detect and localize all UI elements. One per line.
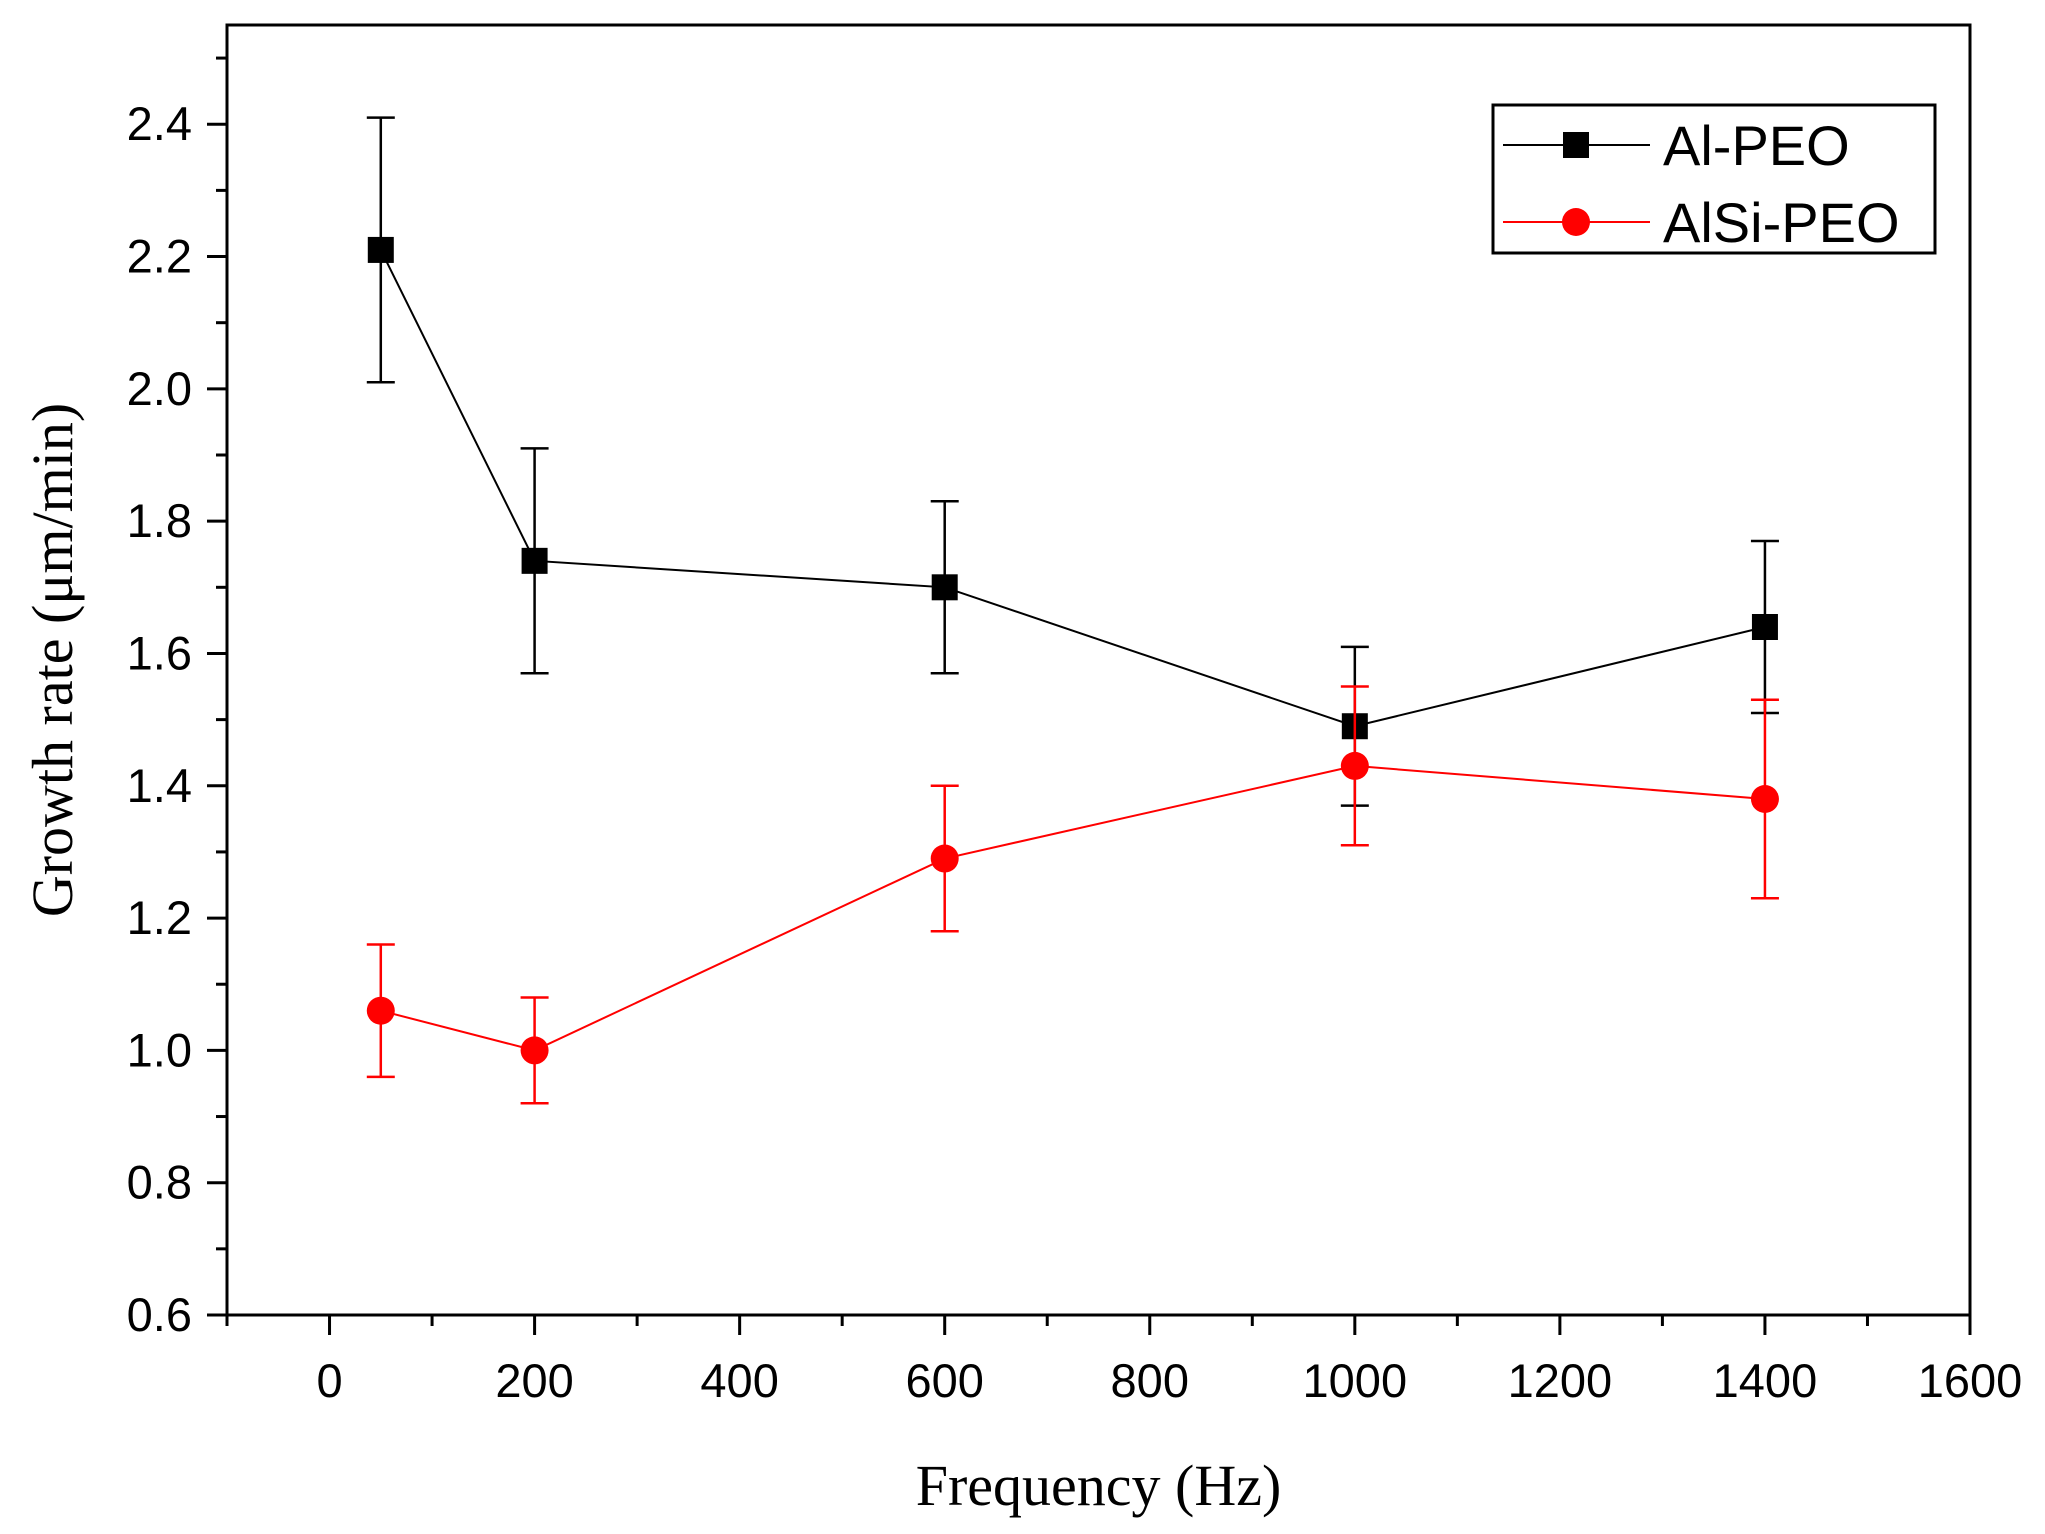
axes: 0 200 400 600 800 1000 1200 1400 1600 0.6 0.8 1.0 1.… <box>127 23 2023 1407</box>
y-tick-label: 1.0 <box>127 1023 192 1076</box>
x-tick-label: 1400 <box>1713 1354 1818 1407</box>
y-tick-label: 0.6 <box>127 1288 192 1341</box>
y-tick-label: 1.8 <box>127 494 192 547</box>
plot-frame <box>225 23 1972 1317</box>
y-tick-label: 1.6 <box>127 626 192 679</box>
x-tick-label: 1600 <box>1918 1354 2023 1407</box>
legend-marker <box>1562 208 1590 236</box>
y-tick-label: 2.4 <box>127 97 192 150</box>
y-tick-label: 0.8 <box>127 1156 192 1209</box>
x-tick-label: 800 <box>1111 1354 1189 1407</box>
x-axis-title: Frequency (Hz) <box>916 1453 1282 1518</box>
y-axis-title: Growth rate (μm/min) <box>20 403 85 917</box>
data-point <box>1750 785 1779 813</box>
y-tick-label: 2.2 <box>127 230 192 283</box>
x-tick-label: 1200 <box>1508 1354 1613 1407</box>
legend-label: AlSi-PEO <box>1663 191 1900 254</box>
series-line <box>379 249 1766 728</box>
y-tick-label: 2.0 <box>127 362 192 415</box>
data-point <box>1340 751 1369 780</box>
legend-marker <box>1563 132 1589 158</box>
x-tick-label: 1000 <box>1303 1354 1408 1407</box>
data-point <box>930 844 959 873</box>
data-point <box>931 574 958 601</box>
legend-label: Al-PEO <box>1663 114 1850 177</box>
data-point <box>1751 614 1778 640</box>
x-tick-label: 600 <box>905 1354 983 1407</box>
y-tick-label: 1.4 <box>127 759 192 812</box>
series-alsi-peo <box>366 685 1779 1105</box>
data-point <box>521 547 548 574</box>
data-point <box>366 996 395 1025</box>
data-point <box>367 236 394 263</box>
y-tick-label: 1.2 <box>127 891 192 944</box>
data-point <box>520 1036 549 1065</box>
legend: Al-PEO AlSi-PEO <box>1491 103 1937 255</box>
x-tick-label: 400 <box>700 1354 778 1407</box>
x-tick-label: 0 <box>316 1354 342 1407</box>
x-tick-label: 200 <box>495 1354 573 1407</box>
series-layer <box>366 116 1779 1105</box>
series-line <box>380 764 1766 1052</box>
